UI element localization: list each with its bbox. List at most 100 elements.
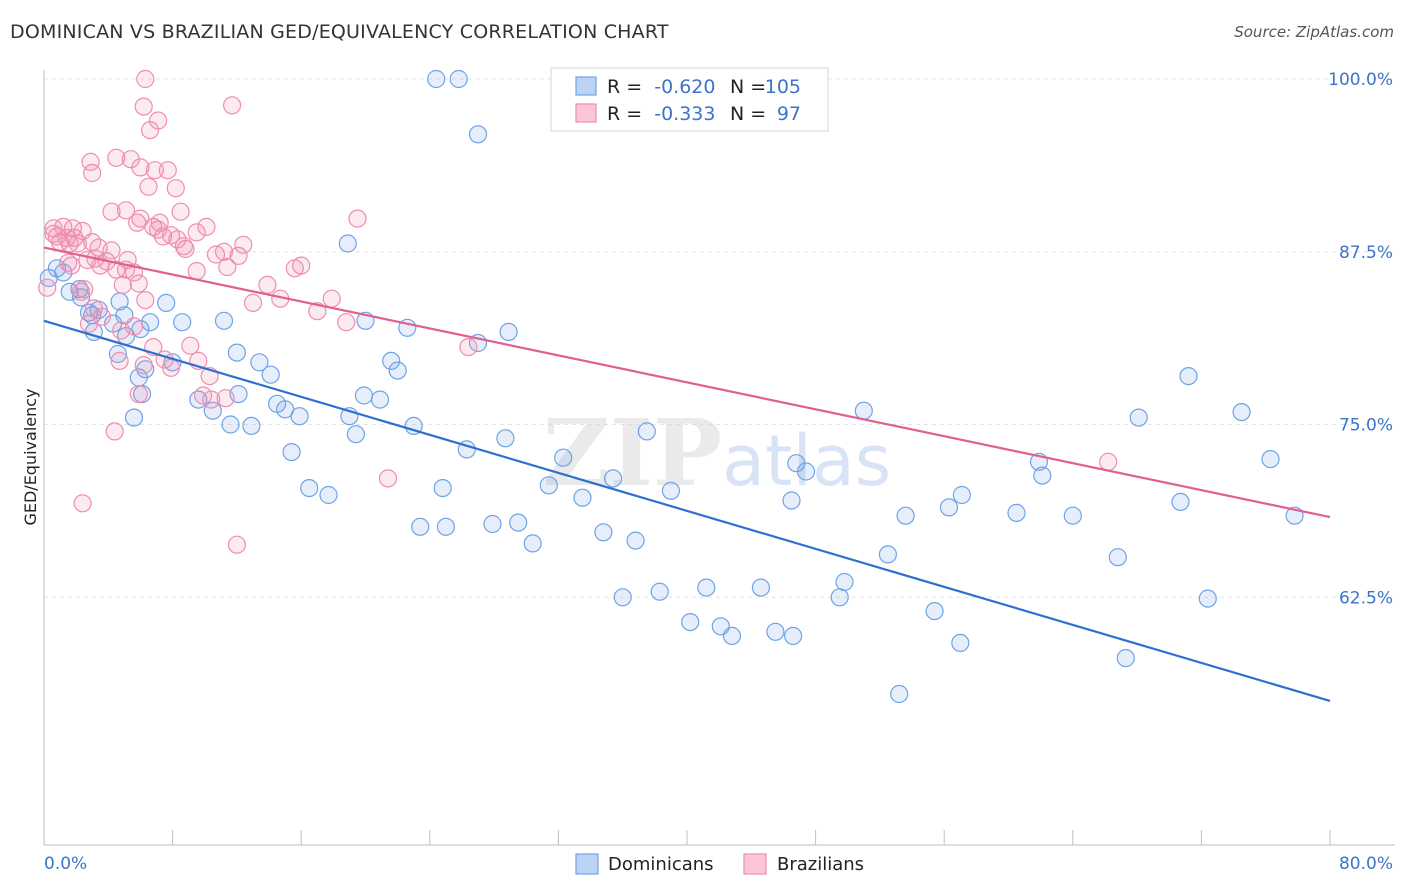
- brazilian-point-79: [73, 494, 92, 513]
- brazilian-point-4: [54, 217, 73, 236]
- legend-r-label-1: R =: [607, 76, 642, 98]
- brazilian-point-39: [308, 302, 327, 321]
- dominican-point-50: [523, 534, 542, 553]
- dominican-point-94: [436, 517, 455, 536]
- dominican-point-85: [1261, 450, 1280, 469]
- dominican-point-81: [1171, 492, 1190, 511]
- legend-swatch-dominicans: [575, 76, 597, 96]
- legend: R = -0.620 N = 105 R = -0.333 N = 97: [550, 67, 829, 132]
- brazilian-point-55: [134, 97, 153, 116]
- dominican-point-38: [346, 425, 365, 444]
- y-tick-label-3: 100.0%: [1328, 70, 1393, 90]
- dominican-points: [39, 69, 1304, 704]
- legend-swatch-brazilians: [575, 103, 597, 123]
- brazilian-point-83: [1099, 452, 1118, 471]
- brazilian-point-44: [145, 161, 164, 180]
- legend-n-label-1: N =: [730, 76, 766, 98]
- legend-r-value-2: -0.333: [654, 103, 715, 125]
- brazilian-point-53: [107, 148, 126, 167]
- dominican-point-55: [603, 469, 623, 488]
- dominican-point-82: [1198, 589, 1217, 608]
- dominican-point-73: [939, 498, 959, 517]
- brazilian-point-91: [234, 235, 253, 254]
- bottom-legend-swatch-brazilians: [743, 853, 767, 875]
- brazilian-point-93: [131, 209, 150, 228]
- dominican-point-80: [1129, 408, 1148, 427]
- dominican-point-92: [681, 612, 700, 632]
- trend-lines: [43, 246, 1331, 702]
- bottom-legend-brazilians: Brazilians: [777, 854, 864, 875]
- brazilian-point-49: [116, 201, 136, 220]
- svg-text:R = -0.620: R = -0.620: [607, 76, 715, 98]
- brazilian-point-82: [459, 338, 478, 357]
- dominican-point-35: [282, 443, 301, 462]
- legend-n-value-2: 97: [777, 103, 801, 125]
- brazilian-point-90: [187, 223, 206, 242]
- dominican-point-31: [261, 365, 280, 384]
- brazilian-point-88: [58, 253, 78, 272]
- dominican-point-66: [796, 462, 816, 481]
- brazilian-point-29: [187, 262, 206, 281]
- dominican-point-52: [554, 448, 573, 467]
- x-tick-label-1: 80.0%: [1339, 854, 1393, 874]
- dominican-point-60: [697, 578, 716, 597]
- brazilian-point-30: [197, 217, 216, 236]
- dominican-point-62: [751, 578, 771, 597]
- watermark: ZIPatlas: [543, 399, 892, 507]
- brazilian-point-95: [171, 202, 190, 221]
- dominican-point-56: [626, 531, 645, 550]
- brazilian-point-80: [227, 535, 246, 554]
- brazilian-point-67: [134, 356, 153, 375]
- dominican-point-44: [433, 479, 452, 498]
- bottom-legend: Dominicans Brazilians: [575, 853, 864, 875]
- source-label: Source: ZipAtlas.com: [1234, 23, 1394, 41]
- dominican-point-63: [766, 622, 785, 641]
- dominican-point-26: [214, 311, 234, 330]
- dominican-point-84: [1232, 403, 1251, 422]
- dominican-point-70: [878, 545, 898, 564]
- legend-r-value-1: -0.620: [654, 76, 715, 98]
- dominican-point-51: [539, 476, 558, 495]
- y-tick-label-2: 87.5%: [1339, 243, 1393, 263]
- dominican-point-34: [290, 407, 309, 426]
- dominican-point-72: [925, 601, 944, 621]
- brazilian-point-66: [110, 351, 129, 370]
- brazilian-point-94: [150, 213, 169, 232]
- brazilian-point-32: [218, 257, 237, 277]
- dominican-point-89: [890, 684, 909, 704]
- dominican-point-41: [382, 351, 401, 370]
- dominican-point-88: [951, 633, 970, 653]
- brazilian-point-74: [202, 390, 221, 409]
- dominican-point-47: [483, 514, 502, 534]
- brazilian-point-81: [378, 469, 398, 488]
- brazilian-point-85: [214, 242, 234, 261]
- dominican-point-87: [1116, 648, 1135, 668]
- brazilian-point-34: [243, 293, 263, 312]
- brazilian-point-45: [158, 161, 177, 180]
- brazilian-point-63: [79, 314, 99, 333]
- dominican-point-75: [1007, 503, 1026, 523]
- dominican-point-16: [157, 293, 176, 312]
- dominican-point-15: [141, 313, 160, 332]
- dominican-point-91: [722, 626, 742, 646]
- dominican-point-58: [650, 582, 669, 601]
- brazilian-point-52: [81, 152, 100, 171]
- y-tick-labels: 62.5% 75.0% 87.5% 100.0%: [1328, 70, 1393, 608]
- dominican-point-30: [250, 353, 269, 372]
- brazilian-point-78: [161, 358, 181, 377]
- bottom-legend-dominicans: Dominicans: [608, 854, 714, 875]
- dominican-point-78: [1063, 506, 1082, 525]
- dominican-point-27: [221, 415, 240, 434]
- brazilian-point-57: [149, 111, 168, 130]
- brazilian-point-8: [62, 256, 81, 275]
- dominican-point-19: [108, 344, 128, 364]
- dominican-point-104: [499, 322, 518, 341]
- brazilian-point-33: [229, 246, 248, 265]
- brazilian-point-87: [50, 233, 70, 252]
- dominican-point-102: [338, 234, 357, 253]
- brazilian-point-0: [38, 278, 57, 297]
- dominican-point-43: [411, 517, 430, 536]
- brazilian-point-43: [139, 177, 158, 196]
- brazilian-point-38: [292, 256, 311, 275]
- brazilian-point-28: [176, 239, 195, 259]
